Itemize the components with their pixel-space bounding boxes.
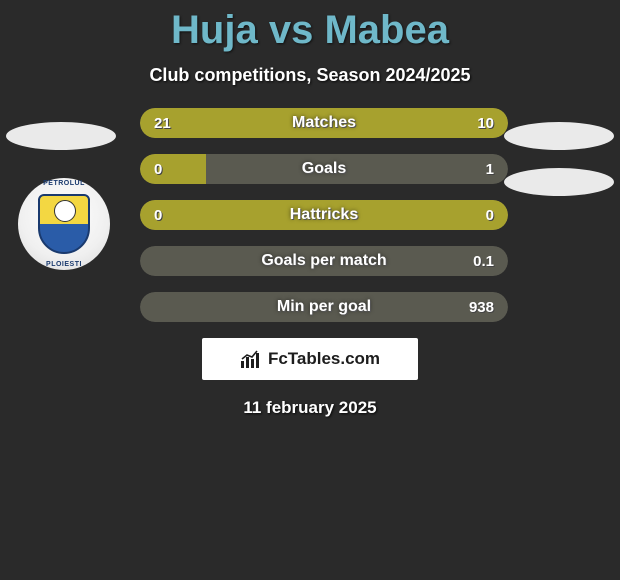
page-title: Huja vs Mabea	[0, 0, 620, 53]
brand-text: FcTables.com	[268, 349, 380, 369]
row-label: Goals per match	[140, 246, 508, 276]
stat-row: Matches21 10	[140, 108, 508, 138]
brand-chart-icon	[240, 349, 262, 369]
row-label: Matches	[140, 108, 508, 138]
crest-top-text: PETROLUL	[18, 180, 110, 187]
row-value-left: 0	[154, 200, 162, 230]
row-label: Hattricks	[140, 200, 508, 230]
row-value-right: 938	[469, 292, 494, 322]
badge-ellipse-top-left	[6, 122, 116, 150]
badge-ellipse-top-right	[504, 122, 614, 150]
crest-shield	[38, 194, 90, 254]
stat-rows: Matches2110Goals01Hattricks00Goals per m…	[140, 108, 508, 322]
subtitle: Club competitions, Season 2024/2025	[0, 65, 620, 86]
stat-row: Hattricks0 0	[140, 200, 508, 230]
comparison-chart: PETROLUL PLOIESTI Matches2110Goals01Hatt…	[0, 108, 620, 418]
brand-box: FcTables.com	[202, 338, 418, 380]
stat-row: Goals0 1	[140, 154, 508, 184]
crest-bottom-text: PLOIESTI	[18, 261, 110, 268]
stat-row: Goals per match0.1	[140, 246, 508, 276]
row-value-right: 10	[477, 108, 494, 138]
club-crest: PETROLUL PLOIESTI	[18, 178, 110, 270]
stat-row: Min per goal938	[140, 292, 508, 322]
crest-ball-icon	[54, 200, 76, 222]
row-value-right: 1	[486, 154, 494, 184]
row-label: Goals	[140, 154, 508, 184]
badge-ellipse-right-2	[504, 168, 614, 196]
date-text: 11 february 2025	[0, 398, 620, 418]
row-value-right: 0.1	[473, 246, 494, 276]
row-value-left: 21	[154, 108, 171, 138]
row-value-right: 0	[486, 200, 494, 230]
row-label: Min per goal	[140, 292, 508, 322]
row-value-left: 0	[154, 154, 162, 184]
